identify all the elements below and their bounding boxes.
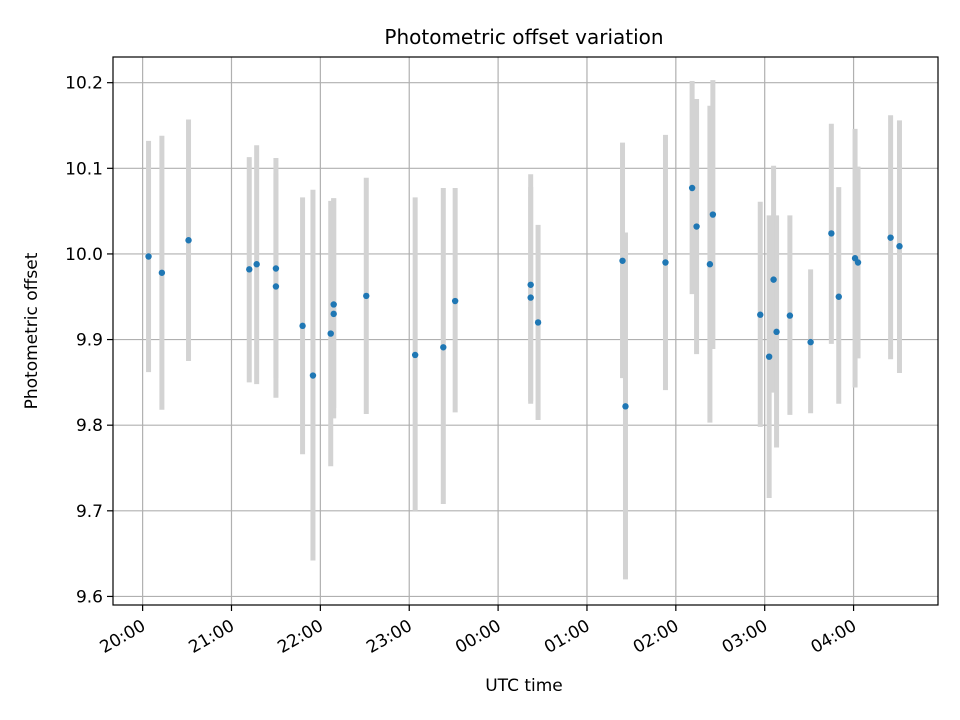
data-point xyxy=(706,261,714,268)
x-axis-title: UTC time xyxy=(485,676,563,696)
data-point xyxy=(765,353,773,360)
y-tick-label: 9.9 xyxy=(76,331,103,351)
data-point xyxy=(145,253,152,260)
data-point xyxy=(887,234,894,241)
data-point xyxy=(527,281,534,288)
plot-area-frame xyxy=(112,56,939,606)
y-tick-label: 9.6 xyxy=(76,587,103,607)
data-point xyxy=(622,403,629,410)
y-axis-title: Photometric offset xyxy=(22,252,42,409)
y-tick-label: 9.8 xyxy=(76,416,103,436)
data-point xyxy=(770,276,777,283)
data-point xyxy=(662,259,669,266)
data-point xyxy=(253,261,260,268)
data-point xyxy=(709,211,717,218)
y-tick-label: 9.7 xyxy=(76,502,103,522)
data-point xyxy=(786,312,794,319)
data-point xyxy=(527,294,534,301)
data-point xyxy=(773,328,780,336)
data-point xyxy=(451,297,459,305)
data-point xyxy=(327,330,334,337)
y-tick-label: 10.1 xyxy=(65,159,103,179)
data-point xyxy=(363,292,370,300)
data-point xyxy=(619,257,626,264)
data-point xyxy=(835,293,842,300)
data-point xyxy=(828,230,835,237)
y-tick-label: 10.0 xyxy=(65,245,103,265)
data-point xyxy=(896,243,903,250)
data-point xyxy=(246,266,253,273)
data-point xyxy=(330,310,337,318)
data-point xyxy=(299,322,306,330)
data-point xyxy=(440,344,447,351)
data-point xyxy=(757,311,764,318)
data-point xyxy=(854,259,862,266)
data-point xyxy=(534,319,542,326)
data-points xyxy=(145,184,903,410)
data-point xyxy=(185,237,192,244)
data-point xyxy=(693,223,700,230)
data-point xyxy=(807,338,814,346)
data-point xyxy=(272,265,280,272)
data-point xyxy=(330,301,337,308)
data-point xyxy=(158,269,166,276)
data-point xyxy=(411,351,419,359)
data-point xyxy=(272,283,280,290)
y-tick-label: 10.2 xyxy=(65,74,103,94)
data-point xyxy=(309,372,317,379)
data-point xyxy=(688,184,696,192)
chart-title: Photometric offset variation xyxy=(384,25,663,49)
